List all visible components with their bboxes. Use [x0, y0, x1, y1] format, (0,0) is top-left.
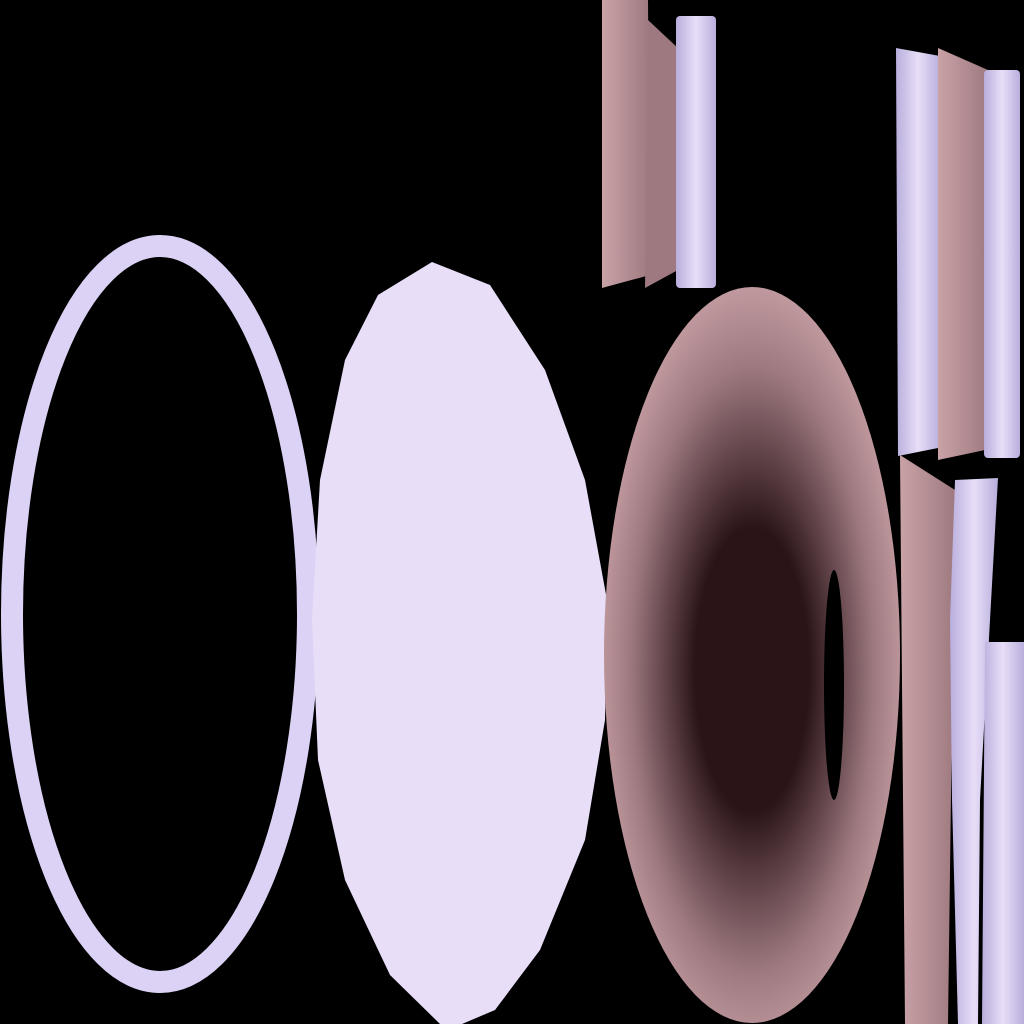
- bar-lavender-6: [984, 70, 1020, 458]
- shaded-torus: [604, 287, 900, 1023]
- bar-lavender-9: [982, 642, 1024, 1024]
- bar-mauve-7: [900, 455, 955, 1024]
- bar-lavender-4: [896, 48, 940, 456]
- bar-mauve-1: [602, 0, 650, 288]
- bars-top-right: [896, 48, 1020, 460]
- torus-hole: [824, 570, 844, 800]
- bar-mauve-dark-2: [645, 20, 680, 288]
- ring-outline: [12, 246, 308, 982]
- bar-mauve-5: [938, 48, 988, 460]
- polygon-disc: [312, 262, 607, 1024]
- bars-bottom-right: [900, 455, 1024, 1024]
- bars-top-center: [602, 0, 716, 288]
- bar-lavender-3: [676, 16, 716, 288]
